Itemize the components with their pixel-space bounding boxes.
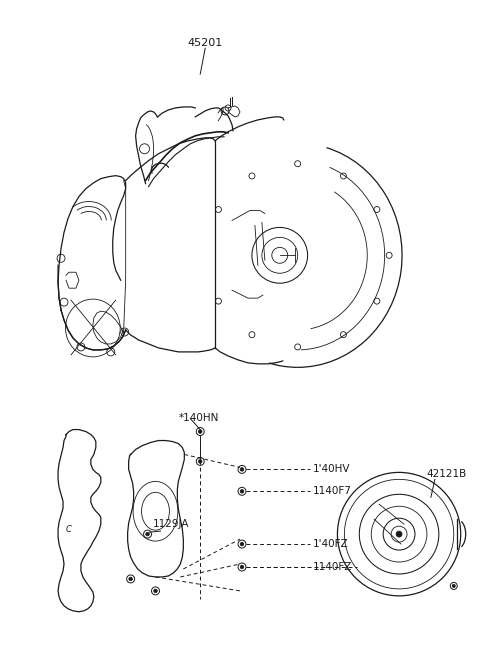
Text: 1'40FZ: 1'40FZ <box>312 539 348 549</box>
Circle shape <box>240 489 244 493</box>
Circle shape <box>452 584 456 587</box>
Circle shape <box>396 531 402 537</box>
Text: 45201: 45201 <box>188 38 223 48</box>
Circle shape <box>240 468 244 471</box>
Circle shape <box>198 460 202 463</box>
Circle shape <box>198 430 202 434</box>
Text: 42121B: 42121B <box>427 469 467 480</box>
Circle shape <box>146 532 149 536</box>
Text: C: C <box>66 525 72 533</box>
Text: 1140FZ: 1140FZ <box>312 562 352 572</box>
Circle shape <box>240 542 244 546</box>
Text: 1129JA: 1129JA <box>153 519 189 529</box>
Text: 1140F7: 1140F7 <box>312 486 351 496</box>
Circle shape <box>240 565 244 569</box>
Circle shape <box>129 577 132 581</box>
Text: 1'40HV: 1'40HV <box>312 464 350 474</box>
Circle shape <box>154 589 157 593</box>
Text: *140HN: *140HN <box>179 413 219 422</box>
